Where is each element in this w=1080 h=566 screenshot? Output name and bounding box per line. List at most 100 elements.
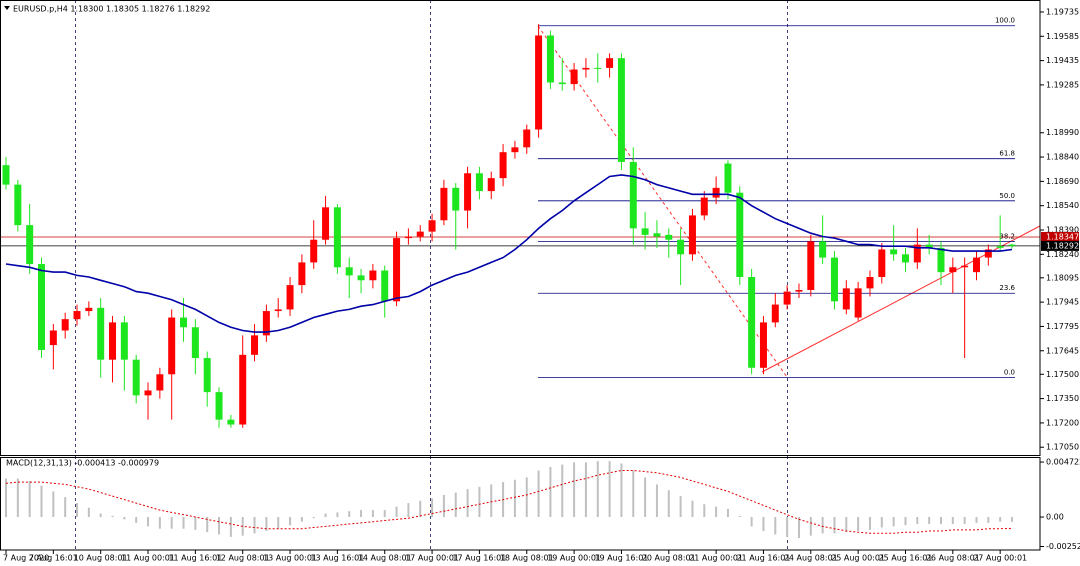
y-tick-label: -0.002529 bbox=[1046, 542, 1080, 551]
candle-body bbox=[641, 228, 649, 235]
macd-bar bbox=[99, 513, 102, 518]
macd-bar bbox=[442, 494, 445, 518]
candle-body bbox=[511, 147, 519, 153]
candle-body bbox=[464, 173, 472, 211]
candle-body bbox=[629, 161, 637, 229]
macd-bar bbox=[5, 478, 7, 518]
x-tick-label: 21 Aug 16:01 bbox=[736, 554, 790, 563]
macd-bar bbox=[76, 503, 79, 518]
y-tick-label: 1.17350 bbox=[1046, 394, 1079, 403]
macd-bar bbox=[206, 517, 209, 533]
candle-body bbox=[416, 231, 424, 237]
candle-body bbox=[819, 241, 827, 258]
y-tick-label: 1.18540 bbox=[1046, 201, 1079, 210]
y-tick-label: 1.19285 bbox=[1046, 80, 1079, 89]
macd-bar bbox=[229, 517, 232, 537]
macd-bar bbox=[52, 491, 55, 518]
candle-body bbox=[38, 264, 46, 350]
macd-bar bbox=[466, 489, 469, 518]
macd-bar bbox=[726, 508, 729, 518]
y-tick-label: 1.18690 bbox=[1046, 177, 1079, 186]
macd-bar bbox=[691, 500, 694, 518]
y-tick-label: 1.18390 bbox=[1046, 226, 1079, 235]
candle-body bbox=[913, 244, 921, 263]
macd-bar bbox=[253, 517, 256, 534]
macd-bar bbox=[64, 497, 67, 518]
candle-body bbox=[712, 187, 720, 198]
x-tick-label: 17 Aug 00:01 bbox=[405, 554, 459, 563]
main-frame bbox=[0, 0, 1041, 456]
candle-body bbox=[73, 311, 81, 320]
macd-bar bbox=[715, 506, 718, 518]
candle-body bbox=[239, 354, 247, 425]
macd-bar bbox=[738, 515, 741, 518]
candle-body bbox=[132, 359, 140, 396]
macd-bar bbox=[868, 517, 871, 530]
candle-body bbox=[890, 249, 898, 255]
candle-body bbox=[582, 67, 590, 70]
candle-body bbox=[180, 317, 188, 328]
x-tick-label: 27 Aug 00:01 bbox=[973, 554, 1027, 563]
candle-body bbox=[203, 358, 211, 393]
price-label: 1.18292 bbox=[1046, 241, 1079, 250]
macd-bar bbox=[336, 512, 339, 518]
macd-bar bbox=[348, 511, 351, 518]
macd-bar bbox=[277, 517, 280, 529]
macd-bar bbox=[821, 517, 824, 534]
candle-body bbox=[901, 254, 909, 263]
macd-bar bbox=[809, 517, 812, 536]
price-label-box bbox=[1041, 231, 1079, 242]
fib-label: 100.0 bbox=[995, 17, 1015, 25]
macd-bar bbox=[454, 492, 457, 518]
candle-body bbox=[144, 390, 152, 396]
macd-bar bbox=[158, 517, 161, 529]
x-tick-label: 10 Aug 08:01 bbox=[74, 554, 128, 563]
fib-label: 50.0 bbox=[999, 192, 1015, 200]
y-tick-label: 1.17050 bbox=[1046, 443, 1079, 452]
macd-bar bbox=[596, 461, 599, 518]
candle-body bbox=[452, 187, 460, 211]
macd-bar bbox=[632, 470, 635, 518]
candle-body bbox=[345, 267, 353, 276]
fib-label: 0.0 bbox=[1004, 369, 1015, 377]
candle-body bbox=[499, 152, 507, 179]
macd-bar bbox=[324, 513, 327, 518]
y-tick-label: 1.18990 bbox=[1046, 128, 1079, 137]
candle-body bbox=[700, 197, 708, 216]
macd-bar bbox=[194, 517, 197, 530]
candle-body bbox=[878, 249, 886, 278]
macd-bar bbox=[880, 517, 883, 528]
candle-body bbox=[783, 291, 791, 305]
candle-body bbox=[594, 67, 602, 69]
candle-body bbox=[487, 178, 495, 192]
y-tick-label: 1.18840 bbox=[1046, 153, 1079, 162]
macd-bar bbox=[892, 517, 895, 527]
macd-bar bbox=[182, 517, 185, 529]
macd-bar bbox=[786, 517, 789, 537]
x-tick-label: 20 Aug 08:01 bbox=[642, 554, 696, 563]
candle-body bbox=[677, 239, 685, 255]
macd-bar bbox=[857, 517, 860, 532]
candle-body bbox=[523, 129, 531, 148]
fib-label: 23.6 bbox=[999, 284, 1015, 292]
macd-bar bbox=[360, 510, 363, 518]
candle-body bbox=[310, 239, 318, 263]
macd-bar bbox=[549, 466, 552, 518]
x-tick-label: 19 Aug 00:01 bbox=[547, 554, 601, 563]
candle-body bbox=[570, 69, 578, 85]
candle-body bbox=[1008, 244, 1016, 246]
macd-bar bbox=[525, 477, 528, 518]
macd-bar bbox=[703, 504, 706, 518]
candle-body bbox=[807, 241, 815, 290]
x-tick-label: 7 Aug 2020 bbox=[3, 554, 49, 563]
candle-body bbox=[168, 317, 176, 375]
candle-body bbox=[369, 270, 377, 281]
macd-bar bbox=[667, 490, 670, 518]
y-tick-label: 1.19735 bbox=[1046, 7, 1079, 16]
macd-bar bbox=[40, 485, 43, 518]
x-tick-label: 17 Aug 16:01 bbox=[452, 554, 506, 563]
y-tick-label: 1.18240 bbox=[1046, 250, 1079, 259]
candle-body bbox=[795, 289, 803, 292]
candle-body bbox=[665, 234, 673, 240]
macd-bar bbox=[1011, 517, 1013, 522]
